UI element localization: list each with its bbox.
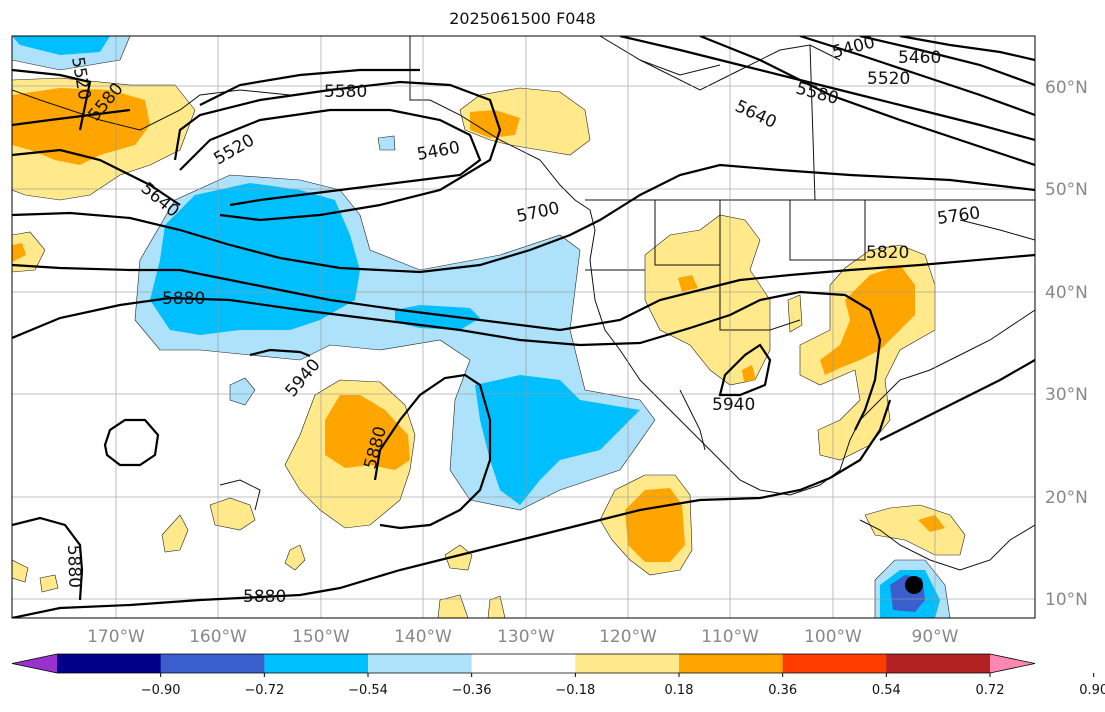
colorbar-tick-label: 0.18 [665, 683, 694, 698]
colorbar-segment [679, 654, 784, 673]
lon-label-140w: 140°W [394, 627, 452, 647]
lon-label-160w: 160°W [189, 627, 247, 647]
colorbar-tick-label: 0.72 [976, 683, 1005, 698]
contour-label-5880-d: 5880 [243, 587, 286, 607]
colorbar-outline [11, 653, 1036, 674]
lat-label-20n: 20°N [1045, 488, 1088, 508]
longitude-labels: 170°W 160°W 150°W 140°W 130°W 120°W 110°… [87, 627, 959, 647]
colorbar-segment [575, 654, 680, 673]
colorbar-segment [264, 654, 369, 673]
map-title: 2025061500 F048 [449, 9, 596, 28]
colorbar-extend-low [12, 654, 57, 673]
colorbar-segment [57, 654, 162, 673]
contour-label-5880-a: 5880 [162, 289, 205, 309]
contour-label-5940-b: 5940 [712, 395, 755, 415]
colorbar-segment [886, 654, 991, 673]
lon-label-100w: 100°W [804, 627, 862, 647]
contour-label-5460-b: 5460 [898, 48, 941, 68]
map-border [11, 35, 1036, 619]
colorbar-tick-label: −0.36 [452, 683, 492, 698]
lon-label-130w: 130°W [497, 627, 555, 647]
colorbar-tick-label: 0.36 [768, 683, 797, 698]
lat-label-50n: 50°N [1045, 180, 1088, 200]
marker-dot [905, 576, 923, 594]
lon-label-120w: 120°W [599, 627, 657, 647]
colorbar-tick-label: 0.90 [1079, 683, 1105, 698]
colorbar-tick-label: −0.90 [141, 683, 181, 698]
contour-label-5820-a: 5820 [866, 243, 909, 263]
colorbar-segment [160, 654, 265, 673]
lon-label-90w: 90°W [912, 627, 959, 647]
colorbar: −0.90 −0.72 −0.54 −0.36 −0.18 0.18 0.36 0.54 0.7… [11, 653, 1105, 698]
lon-label-110w: 110°W [701, 627, 759, 647]
colorbar-segment [782, 654, 887, 673]
graticule [12, 36, 1035, 618]
contour-label-5880-c: 5880 [63, 544, 84, 588]
lat-label-10n: 10°N [1045, 590, 1088, 610]
map-panel: 5520 5580 5640 5520 5580 5460 5700 5880 … [12, 36, 1035, 618]
contour-label-5580-b: 5580 [324, 82, 367, 102]
colorbar-tick-label: −0.72 [244, 683, 284, 698]
colorbar-segment [471, 654, 576, 673]
lat-label-60n: 60°N [1045, 78, 1088, 98]
colorbar-extend-high [990, 654, 1035, 673]
colorbar-tick-label: −0.18 [555, 683, 595, 698]
colorbar-tick-label: −0.54 [348, 683, 388, 698]
lon-label-170w: 170°W [87, 627, 145, 647]
coastlines [12, 36, 1035, 571]
colorbar-tick-label: 0.54 [872, 683, 901, 698]
colorbar-segment [368, 654, 473, 673]
latitude-labels: 60°N 50°N 40°N 30°N 20°N 10°N [1045, 78, 1088, 610]
contour-label-5520-c: 5520 [867, 69, 910, 89]
lat-label-30n: 30°N [1045, 385, 1088, 405]
positive-anomaly-mid [12, 88, 945, 562]
lat-label-40n: 40°N [1045, 283, 1088, 303]
height-contours [12, 36, 1035, 618]
lon-label-150w: 150°W [292, 627, 350, 647]
